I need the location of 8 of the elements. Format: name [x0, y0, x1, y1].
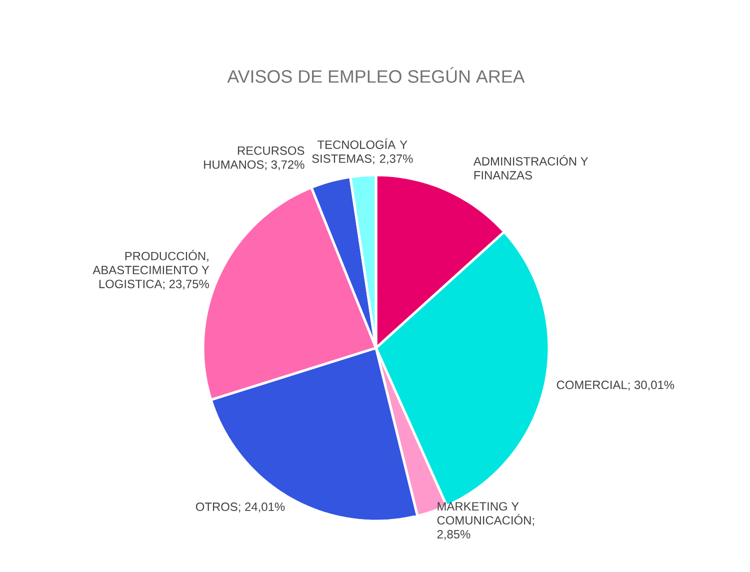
- slice-label: PRODUCCIÓN, ABASTECIMIENTO Y LOGISTICA; 23,75%: [92, 250, 210, 290]
- slice-label: TECNOLOGÍA Y SISTEMAS; 2,37%: [312, 138, 413, 164]
- slice-label: OTROS; 24,01%: [196, 502, 285, 512]
- slice-label: RECURSOS HUMANOS; 3,72%: [204, 146, 304, 170]
- slice-label: MARKETING Y COMUNICACIÓN; 2,85%: [437, 502, 534, 540]
- slice-label: ADMINISTRACIÓN Y FINANZAS: [473, 155, 588, 180]
- slice-label: COMERCIAL; 30,01%: [556, 380, 674, 391]
- chart-title: AVISOS DE EMPLEO SEGÚN AREA: [227, 67, 525, 83]
